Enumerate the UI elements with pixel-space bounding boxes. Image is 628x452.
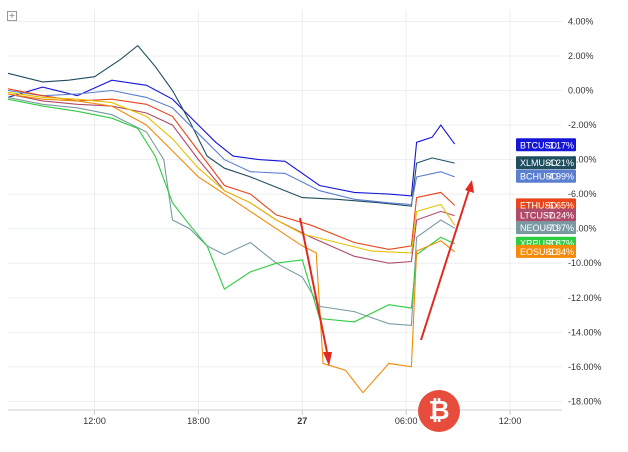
y-axis: 4.00% 2.00% 0.00% -2.00% -4.00% -6.00% -8.00% -… [568, 16, 602, 406]
y-tick-label: -14.00% [568, 327, 602, 337]
series-line-unlabeled-8 [7, 91, 456, 254]
series-line-ethusd [7, 88, 456, 250]
badge-btcusd: BTCUSD-3.17% [516, 138, 576, 152]
badge-name: LTCUSD [520, 211, 556, 221]
trend-arrows [299, 180, 474, 366]
y-tick-label: -8.00% [568, 224, 597, 234]
y-tick-label: 0.00% [568, 86, 594, 96]
badge-value: -4.99% [545, 172, 574, 182]
badge-xlmusd: XLMUSD-4.21% [516, 156, 576, 170]
badge-value: -4.21% [545, 158, 574, 168]
down-arrow-head [323, 352, 332, 366]
y-tick-label: -6.00% [568, 189, 597, 199]
series-line-ltcusd [7, 93, 455, 264]
x-tick-label: 27 [297, 416, 307, 426]
series-lines [7, 44, 456, 394]
badge-value: -7.97% [545, 223, 574, 233]
up-arrow-shaft [420, 189, 470, 341]
series-line-bchusd [7, 89, 455, 206]
badge-value: -9.34% [545, 247, 574, 257]
y-tick-label: -10.00% [568, 258, 602, 268]
badge-name: NEOUSD [520, 223, 559, 233]
badge-name: ETHUSD [520, 200, 558, 210]
badge-ethusd: ETHUSD-6.65% [516, 198, 576, 212]
x-tick-label: 12:00 [499, 416, 522, 426]
grid-lines [8, 10, 562, 410]
bitcoin-logo-icon: ₿ [418, 390, 460, 432]
series-line-btcusd [7, 79, 456, 197]
x-tick-label: 12:00 [83, 416, 106, 426]
badge-neousd: NEOUSD-7.97% [516, 221, 576, 235]
x-axis: 12:00 18:00 27 06:00 12:00 [8, 409, 562, 426]
badge-value: -3.17% [545, 140, 574, 150]
badge-ltcusd: LTCUSD-7.24% [516, 208, 576, 222]
badge-value: -8.87% [545, 239, 574, 249]
up-arrow-head [465, 180, 474, 193]
y-tick-label: -2.00% [568, 120, 597, 130]
legend-badges: BTCUSD-3.17%XLMUSD-4.21%BCHUSD-4.99%ETHU… [516, 138, 576, 258]
y-tick-label: -12.00% [568, 293, 602, 303]
series-line-xlmusd [7, 44, 455, 207]
expand-icon[interactable]: + [7, 11, 17, 21]
x-tick-label: 18:00 [187, 416, 210, 426]
x-tick-label: 06:00 [395, 416, 418, 426]
series-line-xrpusd [7, 98, 455, 323]
badge-value: -6.65% [545, 200, 574, 210]
series-line-neousd [7, 96, 455, 326]
badge-eosusd: EOSUSD-9.34% [516, 244, 576, 258]
y-tick-label: 2.00% [568, 51, 594, 61]
badge-name: EOSUSD [520, 247, 559, 257]
y-tick-label: -16.00% [568, 362, 602, 372]
badge-name: BTCUSD [520, 140, 558, 150]
badge-value: -7.24% [545, 211, 574, 221]
y-tick-label: 4.00% [568, 16, 594, 26]
badge-name: XLMUSD [520, 158, 558, 168]
y-tick-label: -18.00% [568, 396, 602, 406]
badge-bchusd: BCHUSD-4.99% [516, 169, 576, 183]
y-tick-label: -4.00% [568, 155, 597, 165]
badge-name: BCHUSD [520, 172, 559, 182]
series-line-eosusd [7, 93, 456, 394]
badge-name: XRPUSD [520, 239, 558, 249]
down-arrow-shaft [299, 217, 328, 353]
